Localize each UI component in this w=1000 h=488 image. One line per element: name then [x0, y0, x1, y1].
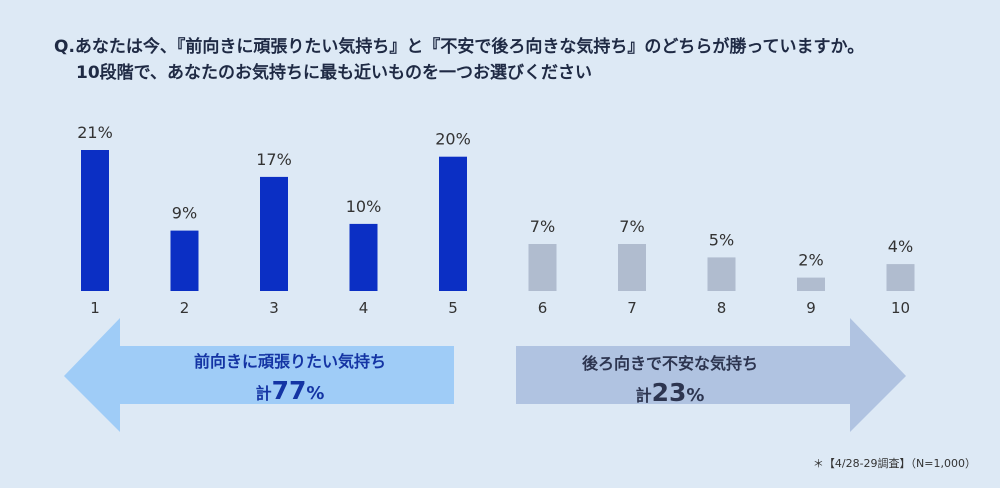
- negative-total-unit: %: [686, 385, 705, 406]
- positive-total: 計77%: [130, 376, 450, 405]
- negative-total: 計23%: [520, 378, 820, 407]
- positive-total-value: 77: [271, 376, 307, 405]
- bar-10: [886, 264, 915, 291]
- negative-group-name: 後ろ向きで不安な気持ち: [581, 354, 758, 373]
- negative-arrow: [516, 318, 906, 432]
- x-tick-1: 1: [90, 299, 100, 317]
- data-label-1: 21%: [77, 123, 113, 142]
- bar-2: [170, 230, 199, 291]
- title-line-2: 10段階で、あなたのお気持ちに最も近いものを一つお選びください: [76, 63, 592, 83]
- negative-total-value: 23: [651, 378, 687, 407]
- bar-5: [439, 156, 467, 291]
- data-label-3: 17%: [256, 150, 292, 169]
- bar-1: [81, 150, 109, 291]
- x-tick-4: 4: [359, 299, 369, 317]
- data-label-10: 4%: [888, 237, 913, 256]
- bar-8: [707, 257, 736, 291]
- bar-9: [797, 277, 825, 291]
- positive-group-name: 前向きに頑張りたい気持ち: [193, 352, 386, 371]
- data-label-6: 7%: [530, 217, 555, 236]
- bar-7: [618, 244, 646, 291]
- data-label-2: 9%: [172, 204, 197, 223]
- data-label-9: 2%: [798, 251, 823, 270]
- positive-arrow: [64, 318, 454, 432]
- bar-6: [528, 244, 557, 291]
- x-tick-2: 2: [180, 299, 190, 317]
- x-tick-7: 7: [627, 299, 637, 317]
- positive-total-prefix: 計: [255, 384, 272, 403]
- chart-title: Q.あなたは今、『前向きに頑張りたい気持ち』と『不安で後ろ向きな気持ち』のどちら…: [54, 34, 864, 86]
- data-label-5: 20%: [435, 130, 471, 149]
- data-label-7: 7%: [619, 217, 644, 236]
- data-label-4: 10%: [346, 197, 382, 216]
- positive-group-label: 前向きに頑張りたい気持ち 計77%: [130, 348, 450, 405]
- negative-group-label: 後ろ向きで不安な気持ち 計23%: [520, 350, 820, 407]
- survey-note: ＊【4/28-29調査】（N=1,000）: [812, 457, 976, 470]
- x-tick-10: 10: [891, 299, 910, 317]
- x-tick-8: 8: [717, 299, 727, 317]
- bar-3: [260, 176, 288, 291]
- x-tick-6: 6: [538, 299, 548, 317]
- title-line-1: Q.あなたは今、『前向きに頑張りたい気持ち』と『不安で後ろ向きな気持ち』のどちら…: [54, 37, 865, 57]
- data-label-8: 5%: [709, 230, 734, 249]
- x-tick-3: 3: [269, 299, 279, 317]
- bar-4: [349, 223, 378, 291]
- x-tick-9: 9: [806, 299, 816, 317]
- negative-total-prefix: 計: [635, 386, 652, 405]
- positive-total-unit: %: [306, 383, 325, 404]
- x-tick-5: 5: [448, 299, 458, 317]
